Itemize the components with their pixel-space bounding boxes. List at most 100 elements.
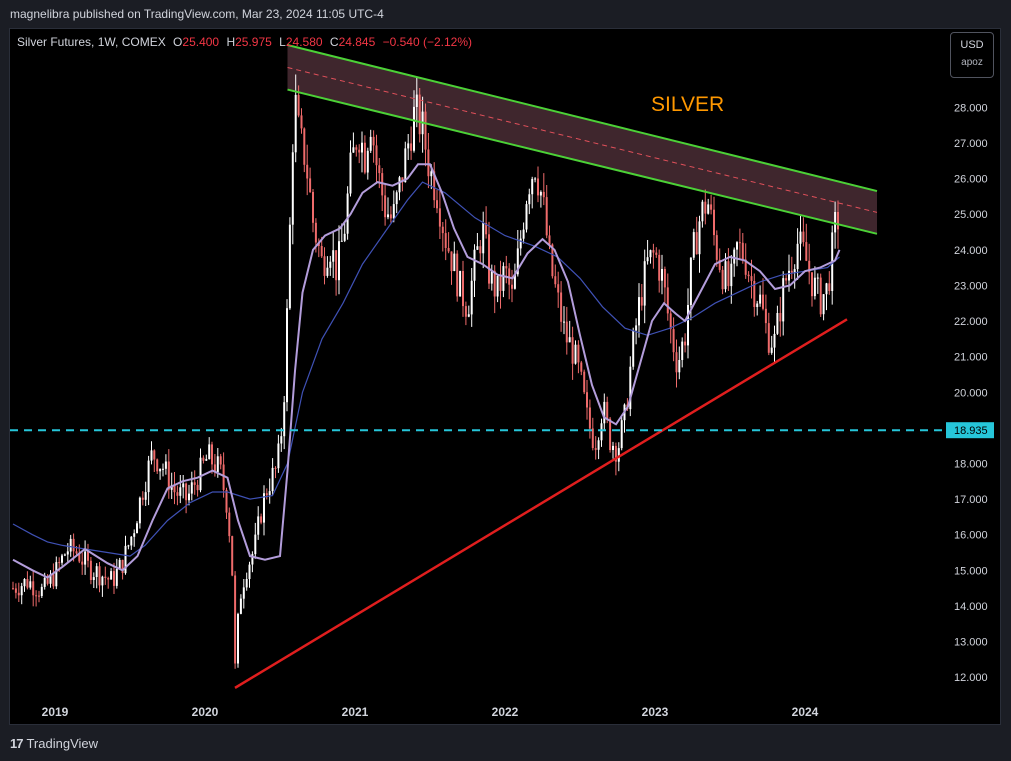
candle-body <box>23 579 26 587</box>
candle-body <box>239 598 242 614</box>
brand-name: TradingView <box>26 736 99 751</box>
tradingview-brand[interactable]: 17 TradingView <box>10 736 98 751</box>
candle-body <box>574 344 577 364</box>
candle-body <box>283 402 286 437</box>
candle-body <box>369 136 372 151</box>
candle-body <box>104 576 107 578</box>
candle-body <box>600 423 603 441</box>
candle-body <box>407 143 410 149</box>
candle-body <box>193 482 196 485</box>
candle-body <box>456 253 459 297</box>
candle-body <box>245 579 248 588</box>
support-trendline <box>234 318 848 689</box>
candle-body <box>156 459 159 472</box>
candle-body <box>349 152 352 194</box>
candle-body <box>539 191 542 196</box>
y-tick-label: 23.000 <box>954 280 988 292</box>
y-tick-label: 21.000 <box>954 352 988 364</box>
x-tick-label: 2023 <box>642 705 669 719</box>
candle-body <box>499 275 502 291</box>
price-label: 18.935 <box>954 425 988 437</box>
y-tick-label: 15.000 <box>954 565 988 577</box>
candle-body <box>430 171 433 177</box>
candle-body <box>606 401 609 419</box>
candle-body <box>58 562 61 564</box>
candle-body <box>713 209 715 236</box>
candle-body <box>133 533 136 537</box>
candle-body <box>767 323 770 353</box>
candle-body <box>78 553 81 562</box>
y-tick-label: 12.000 <box>954 672 988 684</box>
candle-body <box>338 241 340 281</box>
candle-body <box>136 523 138 534</box>
candle-body <box>415 94 418 107</box>
candle-body <box>629 366 632 410</box>
candle-body <box>55 562 58 587</box>
candle-body <box>127 545 130 547</box>
candle-body <box>525 204 528 230</box>
candle-body <box>594 448 597 450</box>
candle-body <box>447 248 450 252</box>
candle-body <box>410 143 413 151</box>
chart-frame[interactable] <box>9 28 1001 725</box>
candle-body <box>418 94 421 135</box>
candle-body <box>802 231 805 243</box>
candle-body <box>309 178 312 192</box>
candle-body <box>375 145 378 166</box>
candle-body <box>196 484 199 491</box>
candle-body <box>332 250 335 262</box>
candle-body <box>531 178 534 195</box>
candle-body <box>392 204 395 219</box>
candle-body <box>32 581 35 596</box>
candle-body <box>698 221 701 255</box>
change-value: −0.540 (−2.12%) <box>382 35 473 49</box>
candle-body <box>150 450 153 461</box>
candle-body <box>190 482 193 494</box>
candle-body <box>188 493 190 501</box>
fast-moving-average <box>12 163 841 579</box>
candle-body <box>404 148 407 183</box>
candle-body <box>721 269 724 290</box>
candle-body <box>346 193 349 234</box>
candle-body <box>730 263 733 287</box>
candle-body <box>545 197 548 236</box>
candle-body <box>689 257 692 306</box>
candle-body <box>84 551 87 565</box>
candle-body <box>182 483 185 488</box>
candle-body <box>666 287 669 314</box>
candle-body <box>378 165 381 174</box>
candle-body <box>733 249 736 264</box>
candle-body <box>759 294 762 304</box>
candle-body <box>138 497 141 524</box>
candle-body <box>107 578 110 580</box>
symbol-name: Silver Futures, 1W, COMEX <box>17 35 166 49</box>
candle-body <box>695 232 698 255</box>
candle-body <box>834 212 837 233</box>
candle-body <box>110 571 113 580</box>
candle-body <box>692 232 695 258</box>
candle-body <box>398 177 401 193</box>
candle-body <box>427 149 430 177</box>
candle-body <box>505 266 508 269</box>
candle-body <box>496 275 499 297</box>
candle-body <box>577 344 580 363</box>
candle-body <box>297 94 300 116</box>
candle-body <box>779 313 782 322</box>
currency-button[interactable]: USD apoz <box>950 32 994 78</box>
candle-body <box>571 337 574 364</box>
candle-body <box>473 249 476 281</box>
candle-body <box>257 516 260 535</box>
candle-body <box>395 192 398 205</box>
candle-body <box>790 270 793 273</box>
candle-body <box>199 457 202 491</box>
candle-body <box>352 147 355 153</box>
candle-body <box>635 325 638 331</box>
candle-body <box>288 224 291 309</box>
candle-body <box>355 147 358 150</box>
channel-mid-line <box>287 66 878 213</box>
candle-body <box>588 407 591 429</box>
publish-header: magnelibra published on TradingView.com,… <box>0 0 1011 28</box>
candle-body <box>669 313 672 330</box>
candle-body <box>153 450 156 460</box>
